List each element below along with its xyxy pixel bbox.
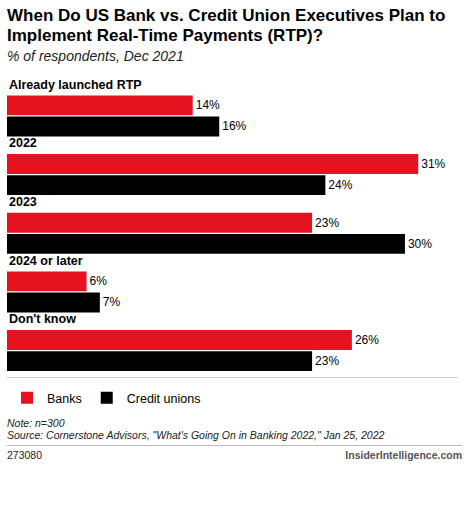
svg-text:7%: 7%	[103, 295, 121, 309]
svg-text:31%: 31%	[421, 157, 445, 171]
html-text:Source: Cornerstone Advisors,: Source: Cornerstone Advisors, "What's Go…	[7, 429, 385, 441]
svg-text:Don't know: Don't know	[9, 312, 76, 326]
svg-text:23%: 23%	[315, 354, 339, 368]
svg-text:2024 or later: 2024 or later	[9, 254, 83, 268]
svg-text:6%: 6%	[90, 274, 108, 288]
svg-text:2022: 2022	[9, 136, 37, 150]
svg-text:14%: 14%	[196, 98, 220, 112]
html-text:Note: n=300: Note: n=300	[7, 417, 65, 429]
svg-text:Banks: Banks	[47, 392, 82, 406]
svg-text:16%: 16%	[222, 119, 246, 133]
svg-text:2023: 2023	[9, 195, 37, 209]
svg-text:Credit unions: Credit unions	[127, 392, 201, 406]
svg-text:Already launched RTP: Already launched RTP	[9, 78, 142, 92]
svg-text:26%: 26%	[355, 333, 379, 347]
html-text:% of respondents, Dec 2021: % of respondents, Dec 2021	[7, 48, 184, 64]
html-text:When Do US Bank vs. Credit Uni: When Do US Bank vs. Credit Union Executi…	[7, 6, 446, 45]
html-text:InsiderIntelligence.com: InsiderIntelligence.com	[345, 449, 462, 461]
html-text:273080: 273080	[7, 449, 42, 461]
svg-text:30%: 30%	[408, 237, 432, 251]
svg-text:24%: 24%	[328, 178, 352, 192]
svg-text:23%: 23%	[315, 216, 339, 230]
